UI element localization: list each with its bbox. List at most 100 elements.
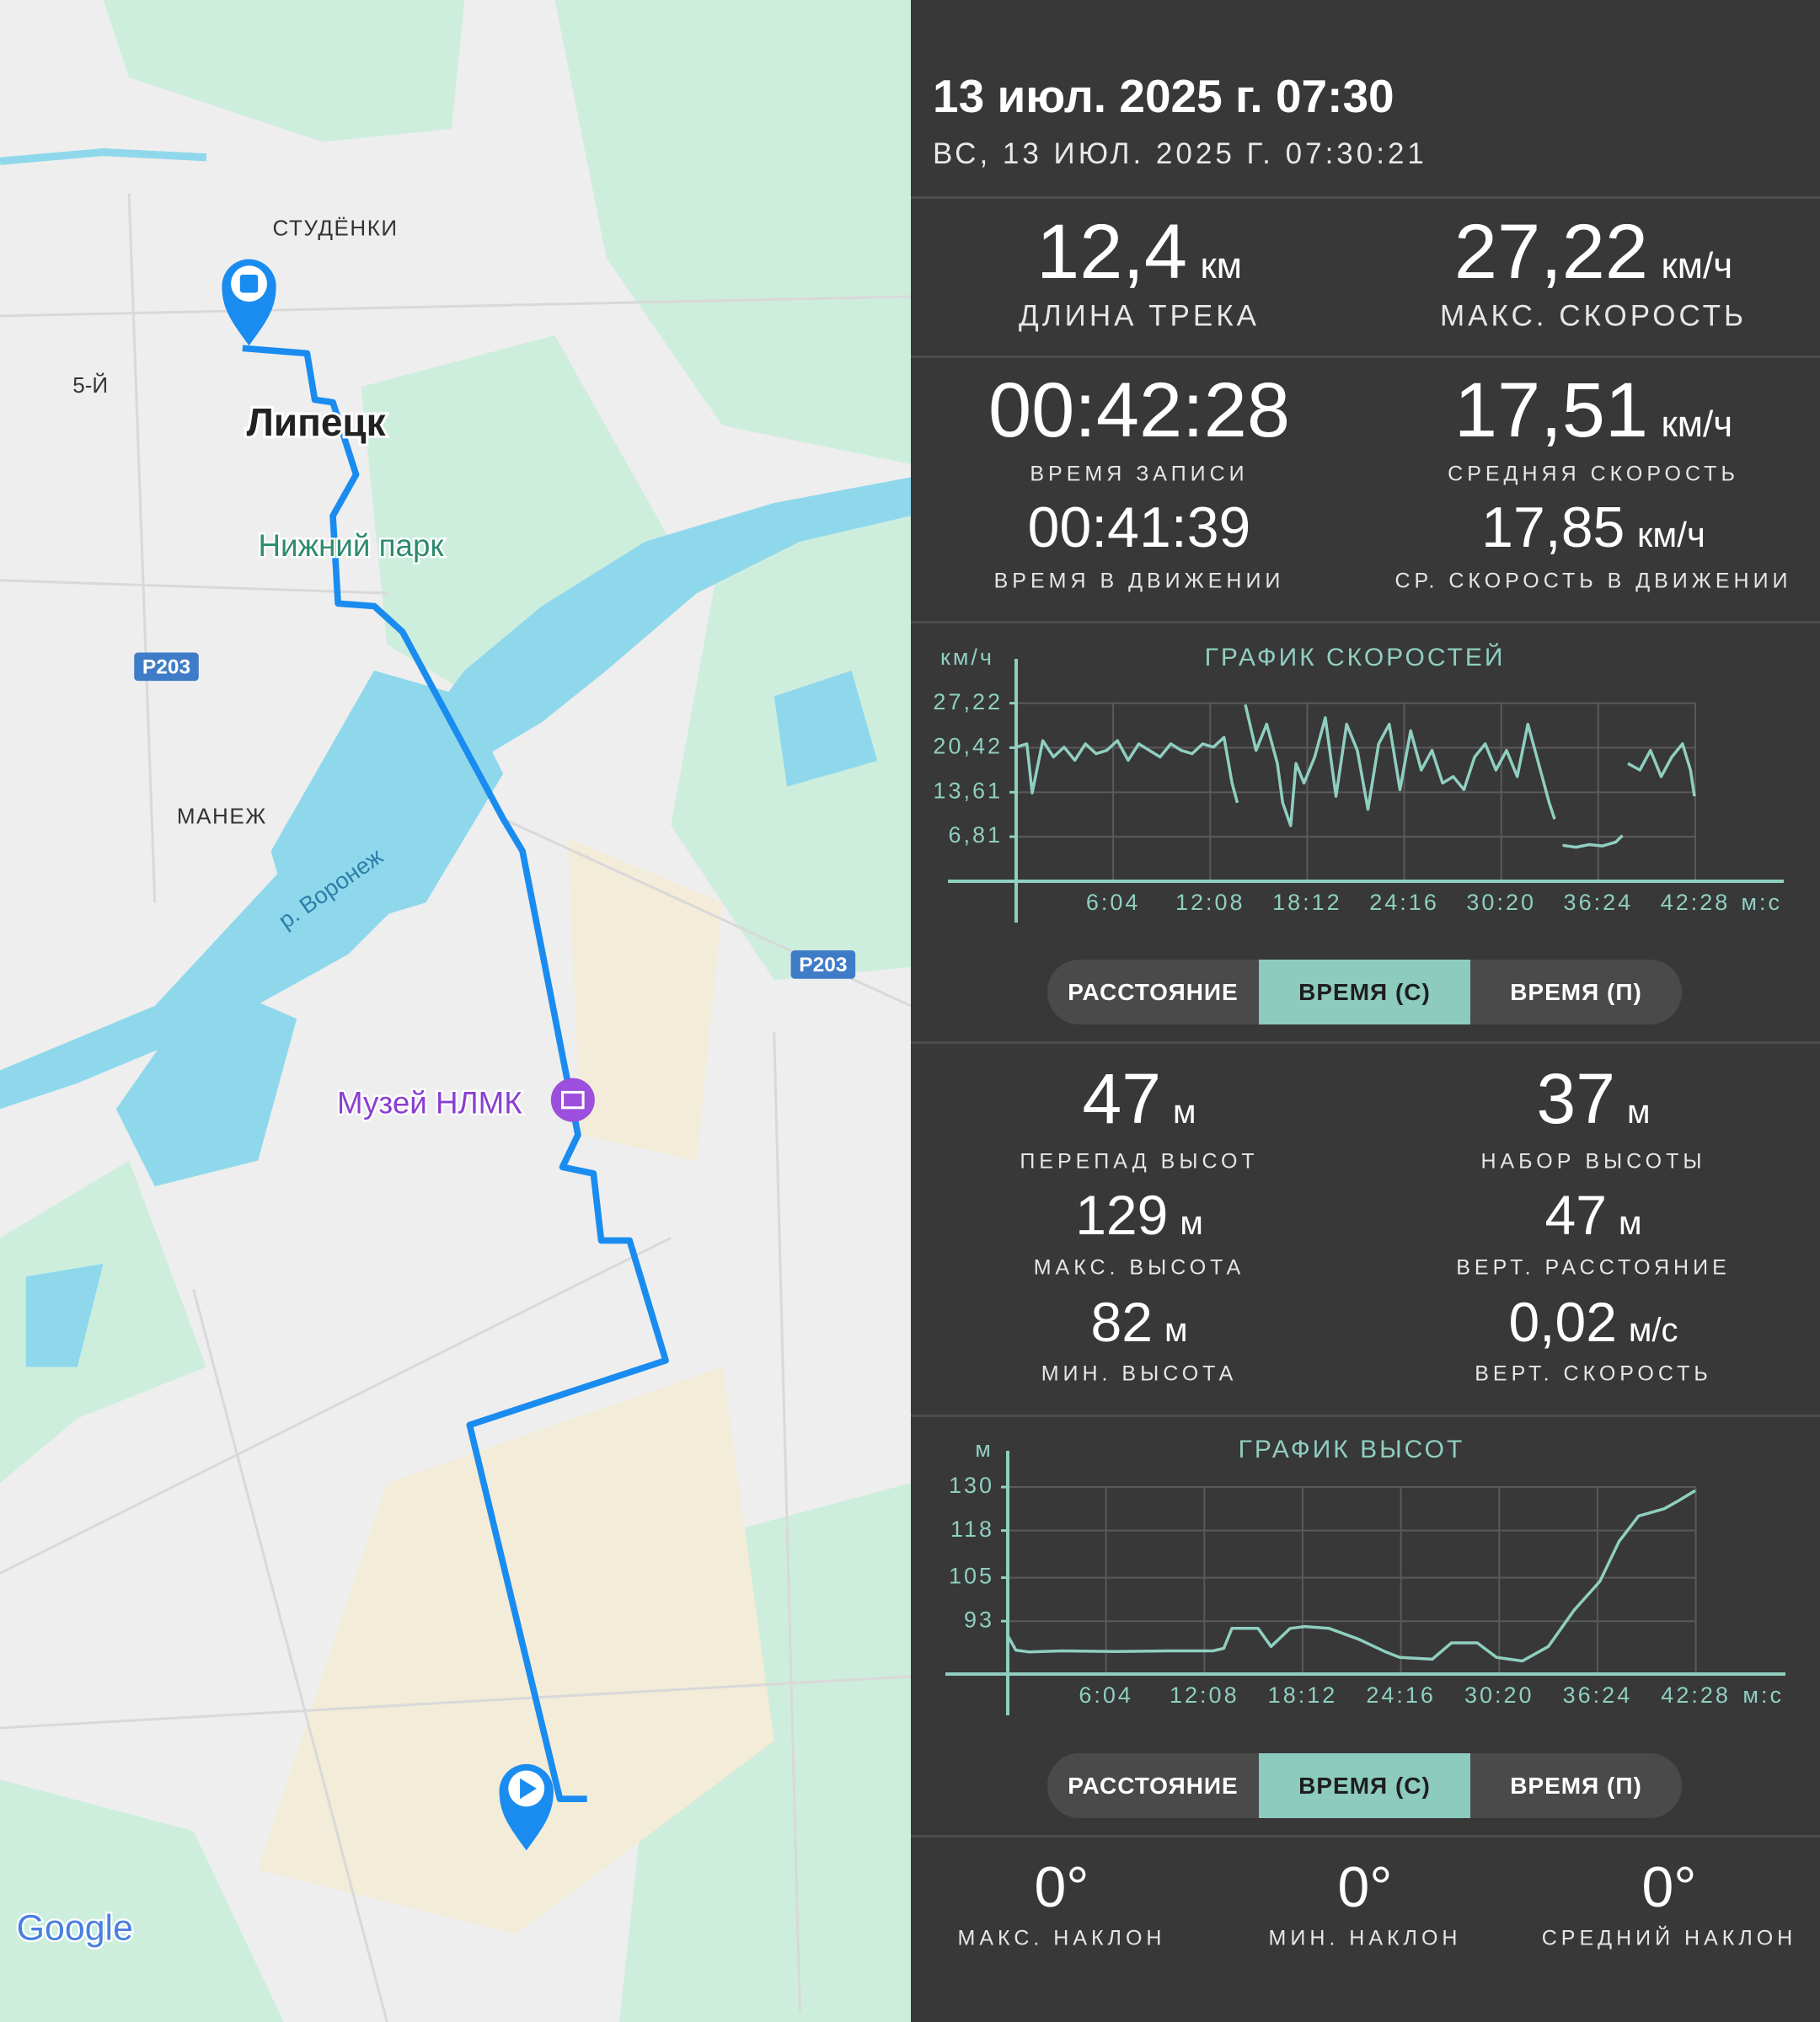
data-line — [1015, 704, 1696, 849]
stat-value: 00:41:39 — [1028, 499, 1251, 556]
x-tick-label: 6:04 — [1086, 890, 1141, 915]
value: 00:41:39 — [1027, 495, 1251, 559]
value: 17,85 — [1481, 495, 1625, 559]
x-tick-label: 30:20 — [1464, 1682, 1534, 1708]
unit: м — [1618, 1205, 1642, 1242]
unit: км/ч — [1661, 404, 1733, 445]
title: 13 июл. 2025 г. 07:30 — [933, 70, 1394, 122]
x-tick-label: 24:16 — [1366, 1682, 1436, 1708]
stat-label: МИН. НАКЛОН — [1268, 1926, 1462, 1950]
stat-value: 47 м — [1083, 1063, 1196, 1134]
y-tick-label: 130 — [949, 1473, 994, 1498]
unit: км/ч — [1661, 245, 1733, 286]
stat-value: 37 м — [1537, 1063, 1651, 1134]
value: 12,4 — [1036, 209, 1188, 295]
x-tick-label: 24:16 — [1369, 890, 1439, 915]
divider — [911, 1041, 1820, 1044]
value: 0,02 — [1508, 1291, 1617, 1353]
unit: км/ч — [1637, 515, 1705, 554]
stat-value: 27,22 км/ч — [1454, 213, 1732, 291]
value: 47 — [1082, 1059, 1161, 1138]
y-axis-label: м — [975, 1436, 993, 1462]
value: 27,22 — [1453, 209, 1649, 295]
divider — [911, 1835, 1820, 1837]
map-label: СТУДЁНКИ — [273, 215, 399, 240]
map-poi[interactable]: Музей НЛМК — [335, 1083, 525, 1122]
x-tick-label: 42:28 — [1661, 890, 1731, 915]
x-axis-label: м:с — [1742, 1682, 1784, 1708]
divider — [911, 356, 1820, 358]
stat-label: МИН. ВЫСОТА — [1041, 1361, 1238, 1386]
tab[interactable]: ВРЕМЯ (С) — [1259, 960, 1470, 1024]
x-tick-label: 12:08 — [1175, 890, 1245, 915]
chart-title: ГРАФИК ВЫСОТ — [1239, 1436, 1465, 1463]
stat-value: 0° — [1641, 1859, 1696, 1916]
tab[interactable]: ВРЕМЯ (С) — [1259, 1753, 1470, 1818]
y-axis-label: км/ч — [940, 645, 994, 670]
value: 129 — [1075, 1184, 1169, 1246]
stat-label: ВРЕМЯ ЗАПИСИ — [1030, 462, 1249, 486]
stat-label: МАКС. НАКЛОН — [957, 1926, 1166, 1950]
map-park: Нижний парк — [258, 528, 444, 563]
map-label: МАНЕЖ — [177, 803, 267, 828]
map-logo: Google — [17, 1908, 133, 1949]
stat-value: 47 м — [1545, 1187, 1642, 1243]
x-tick-label: 6:04 — [1079, 1682, 1133, 1708]
value: 82 — [1090, 1291, 1153, 1353]
map[interactable]: СТУДЁНКИ 5-Й Липецк Нижний парк МАНЕЖ р.… — [0, 0, 911, 2022]
tab[interactable]: ВРЕМЯ (П) — [1510, 1772, 1642, 1799]
value: 47 — [1544, 1184, 1607, 1246]
segmented-control: РАССТОЯНИЕ ВРЕМЯ (С) ВРЕМЯ (П) — [1047, 1753, 1682, 1818]
stat-label: ВРЕМЯ В ДВИЖЕНИИ — [993, 569, 1285, 593]
stat-value: 17,51 км/ч — [1454, 372, 1732, 449]
stat-value: 0° — [1337, 1859, 1392, 1916]
y-tick-label: 93 — [964, 1607, 994, 1632]
x-tick-label: 12:08 — [1170, 1682, 1239, 1708]
x-tick-label: 36:24 — [1564, 890, 1634, 915]
tab[interactable]: ВРЕМЯ (П) — [1510, 978, 1642, 1005]
unit: м — [1172, 1094, 1196, 1131]
divider — [911, 1415, 1820, 1417]
x-axis-label: м:с — [1741, 890, 1782, 915]
stat-label: ДЛИНА ТРЕКА — [1019, 299, 1260, 333]
x-tick-label: 36:24 — [1563, 1682, 1633, 1708]
unit: км — [1200, 245, 1242, 286]
stat-value: 12,4 км — [1036, 213, 1242, 291]
unit: м — [1164, 1312, 1188, 1349]
divider — [911, 196, 1820, 199]
stat-value: 17,85 км/ч — [1481, 499, 1705, 556]
x-tick-label: 18:12 — [1272, 890, 1342, 915]
y-tick-label: 6,81 — [948, 822, 1003, 848]
map-label: 5-Й — [72, 372, 108, 398]
map-city: Липецк — [247, 400, 386, 444]
divider — [911, 621, 1820, 623]
stat-value: 00:42:28 — [988, 372, 1290, 449]
stat-label: ПЕРЕПАД ВЫСОТ — [1020, 1149, 1259, 1174]
value: 0° — [1641, 1855, 1697, 1919]
value: 0° — [1034, 1855, 1089, 1919]
stat-value: 0° — [1034, 1859, 1089, 1916]
segmented-control: РАССТОЯНИЕ ВРЕМЯ (С) ВРЕМЯ (П) — [1047, 960, 1682, 1024]
value: 37 — [1536, 1059, 1615, 1138]
value: 0° — [1337, 1855, 1393, 1919]
x-tick-label: 42:28 — [1661, 1682, 1731, 1708]
y-tick-label: 118 — [950, 1516, 994, 1542]
tab[interactable]: РАССТОЯНИЕ — [1068, 1772, 1239, 1799]
stat-value: 129 м — [1075, 1187, 1203, 1243]
y-tick-label: 105 — [949, 1564, 994, 1589]
stat-label: ВЕРТ. РАССТОЯНИЕ — [1456, 1255, 1731, 1280]
stat-label: МАКС. СКОРОСТЬ — [1440, 299, 1747, 333]
x-tick-label: 30:20 — [1466, 890, 1536, 915]
y-tick-label: 27,22 — [933, 689, 1003, 714]
tab[interactable]: РАССТОЯНИЕ — [1068, 978, 1239, 1005]
y-tick-label: 20,42 — [933, 734, 1003, 759]
value: 17,51 — [1453, 367, 1649, 453]
x-tick-label: 18:12 — [1268, 1682, 1338, 1708]
data-line — [1006, 1489, 1696, 1663]
unit: м/с — [1628, 1312, 1678, 1349]
unit: м — [1180, 1205, 1203, 1242]
stat-label: ВЕРТ. СКОРОСТЬ — [1475, 1361, 1712, 1386]
stat-label: НАБОР ВЫСОТЫ — [1480, 1149, 1706, 1174]
road-badge: Р203 — [799, 954, 847, 976]
